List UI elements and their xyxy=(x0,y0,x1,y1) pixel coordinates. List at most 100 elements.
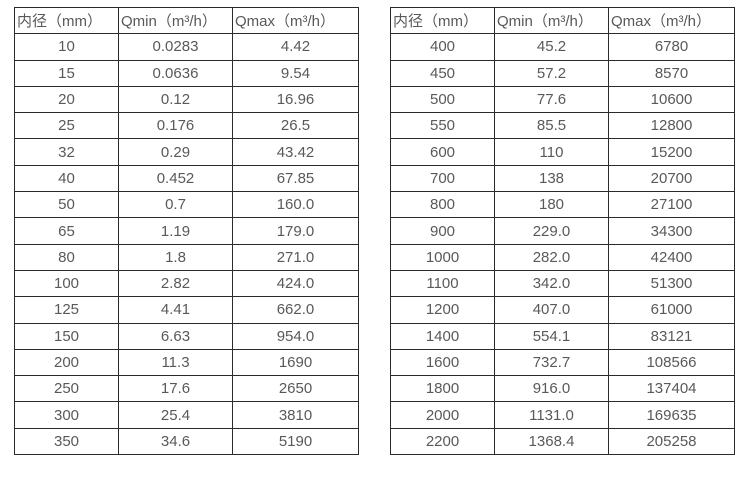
table-row: 15 0.0636 9.54 xyxy=(14,59,359,87)
table-cell: 0.176 xyxy=(118,112,233,140)
table-row: 200 11.3 1690 xyxy=(14,348,359,377)
table-cell: 400 xyxy=(390,33,495,61)
table-cell: 424.0 xyxy=(232,269,359,298)
table-cell: 20 xyxy=(14,85,119,114)
table-cell: 4.42 xyxy=(232,33,359,61)
table-cell: 169635 xyxy=(608,401,735,429)
table-cell: 1.8 xyxy=(118,243,233,271)
table-row: 1600 732.7 108566 xyxy=(390,348,735,377)
table-cell: 150 xyxy=(14,322,119,350)
table-row: 550 85.5 12800 xyxy=(390,112,735,140)
table-cell: 0.12 xyxy=(118,85,233,114)
table-cell: 250 xyxy=(14,375,119,403)
table-row: 250 17.6 2650 xyxy=(14,375,359,403)
table-row: 10 0.0283 4.42 xyxy=(14,33,359,61)
table-row: 2200 1368.4 205258 xyxy=(390,427,735,456)
table-row: 1400 554.1 83121 xyxy=(390,322,735,350)
table-cell: 15 xyxy=(14,59,119,87)
table-cell: 282.0 xyxy=(494,243,609,271)
table-cell: 407.0 xyxy=(494,296,609,324)
table-cell: 2200 xyxy=(390,427,495,456)
column-header: Qmin（m³/h） xyxy=(494,6,609,35)
table-cell: 15200 xyxy=(608,138,735,166)
table-cell: 42400 xyxy=(608,243,735,271)
table-row: 1800 916.0 137404 xyxy=(390,375,735,403)
table-cell: 77.6 xyxy=(494,85,609,114)
table-cell: 916.0 xyxy=(494,375,609,403)
table-cell: 57.2 xyxy=(494,59,609,87)
table-cell: 108566 xyxy=(608,348,735,377)
table-cell: 34.6 xyxy=(118,427,233,456)
table-cell: 1368.4 xyxy=(494,427,609,456)
flow-table-large-diameters: 内径（mm） Qmin（m³/h） Qmax（m³/h） 400 45.2 6780 450… xyxy=(390,6,735,456)
table-cell: 954.0 xyxy=(232,322,359,350)
table-cell: 125 xyxy=(14,296,119,324)
table-row: 400 45.2 6780 xyxy=(390,33,735,61)
table-row: 1000 282.0 42400 xyxy=(390,243,735,271)
table-cell: 2000 xyxy=(390,401,495,429)
table-cell: 1200 xyxy=(390,296,495,324)
table-row: 150 6.63 954.0 xyxy=(14,322,359,350)
table-cell: 26.5 xyxy=(232,112,359,140)
table-row: 450 57.2 8570 xyxy=(390,59,735,87)
table-cell: 4.41 xyxy=(118,296,233,324)
table-cell: 50 xyxy=(14,191,119,219)
table-cell: 732.7 xyxy=(494,348,609,377)
table-cell: 500 xyxy=(390,85,495,114)
table-cell: 17.6 xyxy=(118,375,233,403)
table-row: 300 25.4 3810 xyxy=(14,401,359,429)
table-cell: 180 xyxy=(494,191,609,219)
table-cell: 100 xyxy=(14,269,119,298)
table-row: 50 0.7 160.0 xyxy=(14,191,359,219)
table-row: 800 180 27100 xyxy=(390,191,735,219)
table-cell: 600 xyxy=(390,138,495,166)
table-cell: 554.1 xyxy=(494,322,609,350)
table-row: 600 110 15200 xyxy=(390,138,735,166)
table-row: 2000 1131.0 169635 xyxy=(390,401,735,429)
table-cell: 3810 xyxy=(232,401,359,429)
table-cell: 10 xyxy=(14,33,119,61)
table-cell: 110 xyxy=(494,138,609,166)
table-cell: 83121 xyxy=(608,322,735,350)
table-cell: 350 xyxy=(14,427,119,456)
table-cell: 8570 xyxy=(608,59,735,87)
table-cell: 45.2 xyxy=(494,33,609,61)
table-cell: 2650 xyxy=(232,375,359,403)
table-cell: 85.5 xyxy=(494,112,609,140)
table-cell: 179.0 xyxy=(232,217,359,245)
table-cell: 9.54 xyxy=(232,59,359,87)
column-header: Qmax（m³/h） xyxy=(608,6,735,35)
table-cell: 205258 xyxy=(608,427,735,456)
table-cell: 229.0 xyxy=(494,217,609,245)
table-cell: 0.0636 xyxy=(118,59,233,87)
table-row: 125 4.41 662.0 xyxy=(14,296,359,324)
table-cell: 1131.0 xyxy=(494,401,609,429)
table-cell: 0.0283 xyxy=(118,33,233,61)
table-cell: 200 xyxy=(14,348,119,377)
column-header: 内径（mm） xyxy=(14,6,119,35)
table-cell: 1800 xyxy=(390,375,495,403)
table-cell: 1400 xyxy=(390,322,495,350)
column-header: 内径（mm） xyxy=(390,6,495,35)
table-cell: 32 xyxy=(14,138,119,166)
table-row: 32 0.29 43.42 xyxy=(14,138,359,166)
table-cell: 450 xyxy=(390,59,495,87)
table-cell: 0.29 xyxy=(118,138,233,166)
table-cell: 2.82 xyxy=(118,269,233,298)
table-cell: 138 xyxy=(494,164,609,193)
header-row: 内径（mm） Qmin（m³/h） Qmax（m³/h） xyxy=(390,6,735,35)
table-row: 80 1.8 271.0 xyxy=(14,243,359,271)
table-cell: 12800 xyxy=(608,112,735,140)
table-cell: 25.4 xyxy=(118,401,233,429)
column-header: Qmin（m³/h） xyxy=(118,6,233,35)
table-cell: 1600 xyxy=(390,348,495,377)
table-cell: 800 xyxy=(390,191,495,219)
table-cell: 11.3 xyxy=(118,348,233,377)
table-cell: 20700 xyxy=(608,164,735,193)
table-cell: 65 xyxy=(14,217,119,245)
table-cell: 25 xyxy=(14,112,119,140)
table-row: 40 0.452 67.85 xyxy=(14,164,359,193)
table-cell: 900 xyxy=(390,217,495,245)
table-row: 500 77.6 10600 xyxy=(390,85,735,114)
